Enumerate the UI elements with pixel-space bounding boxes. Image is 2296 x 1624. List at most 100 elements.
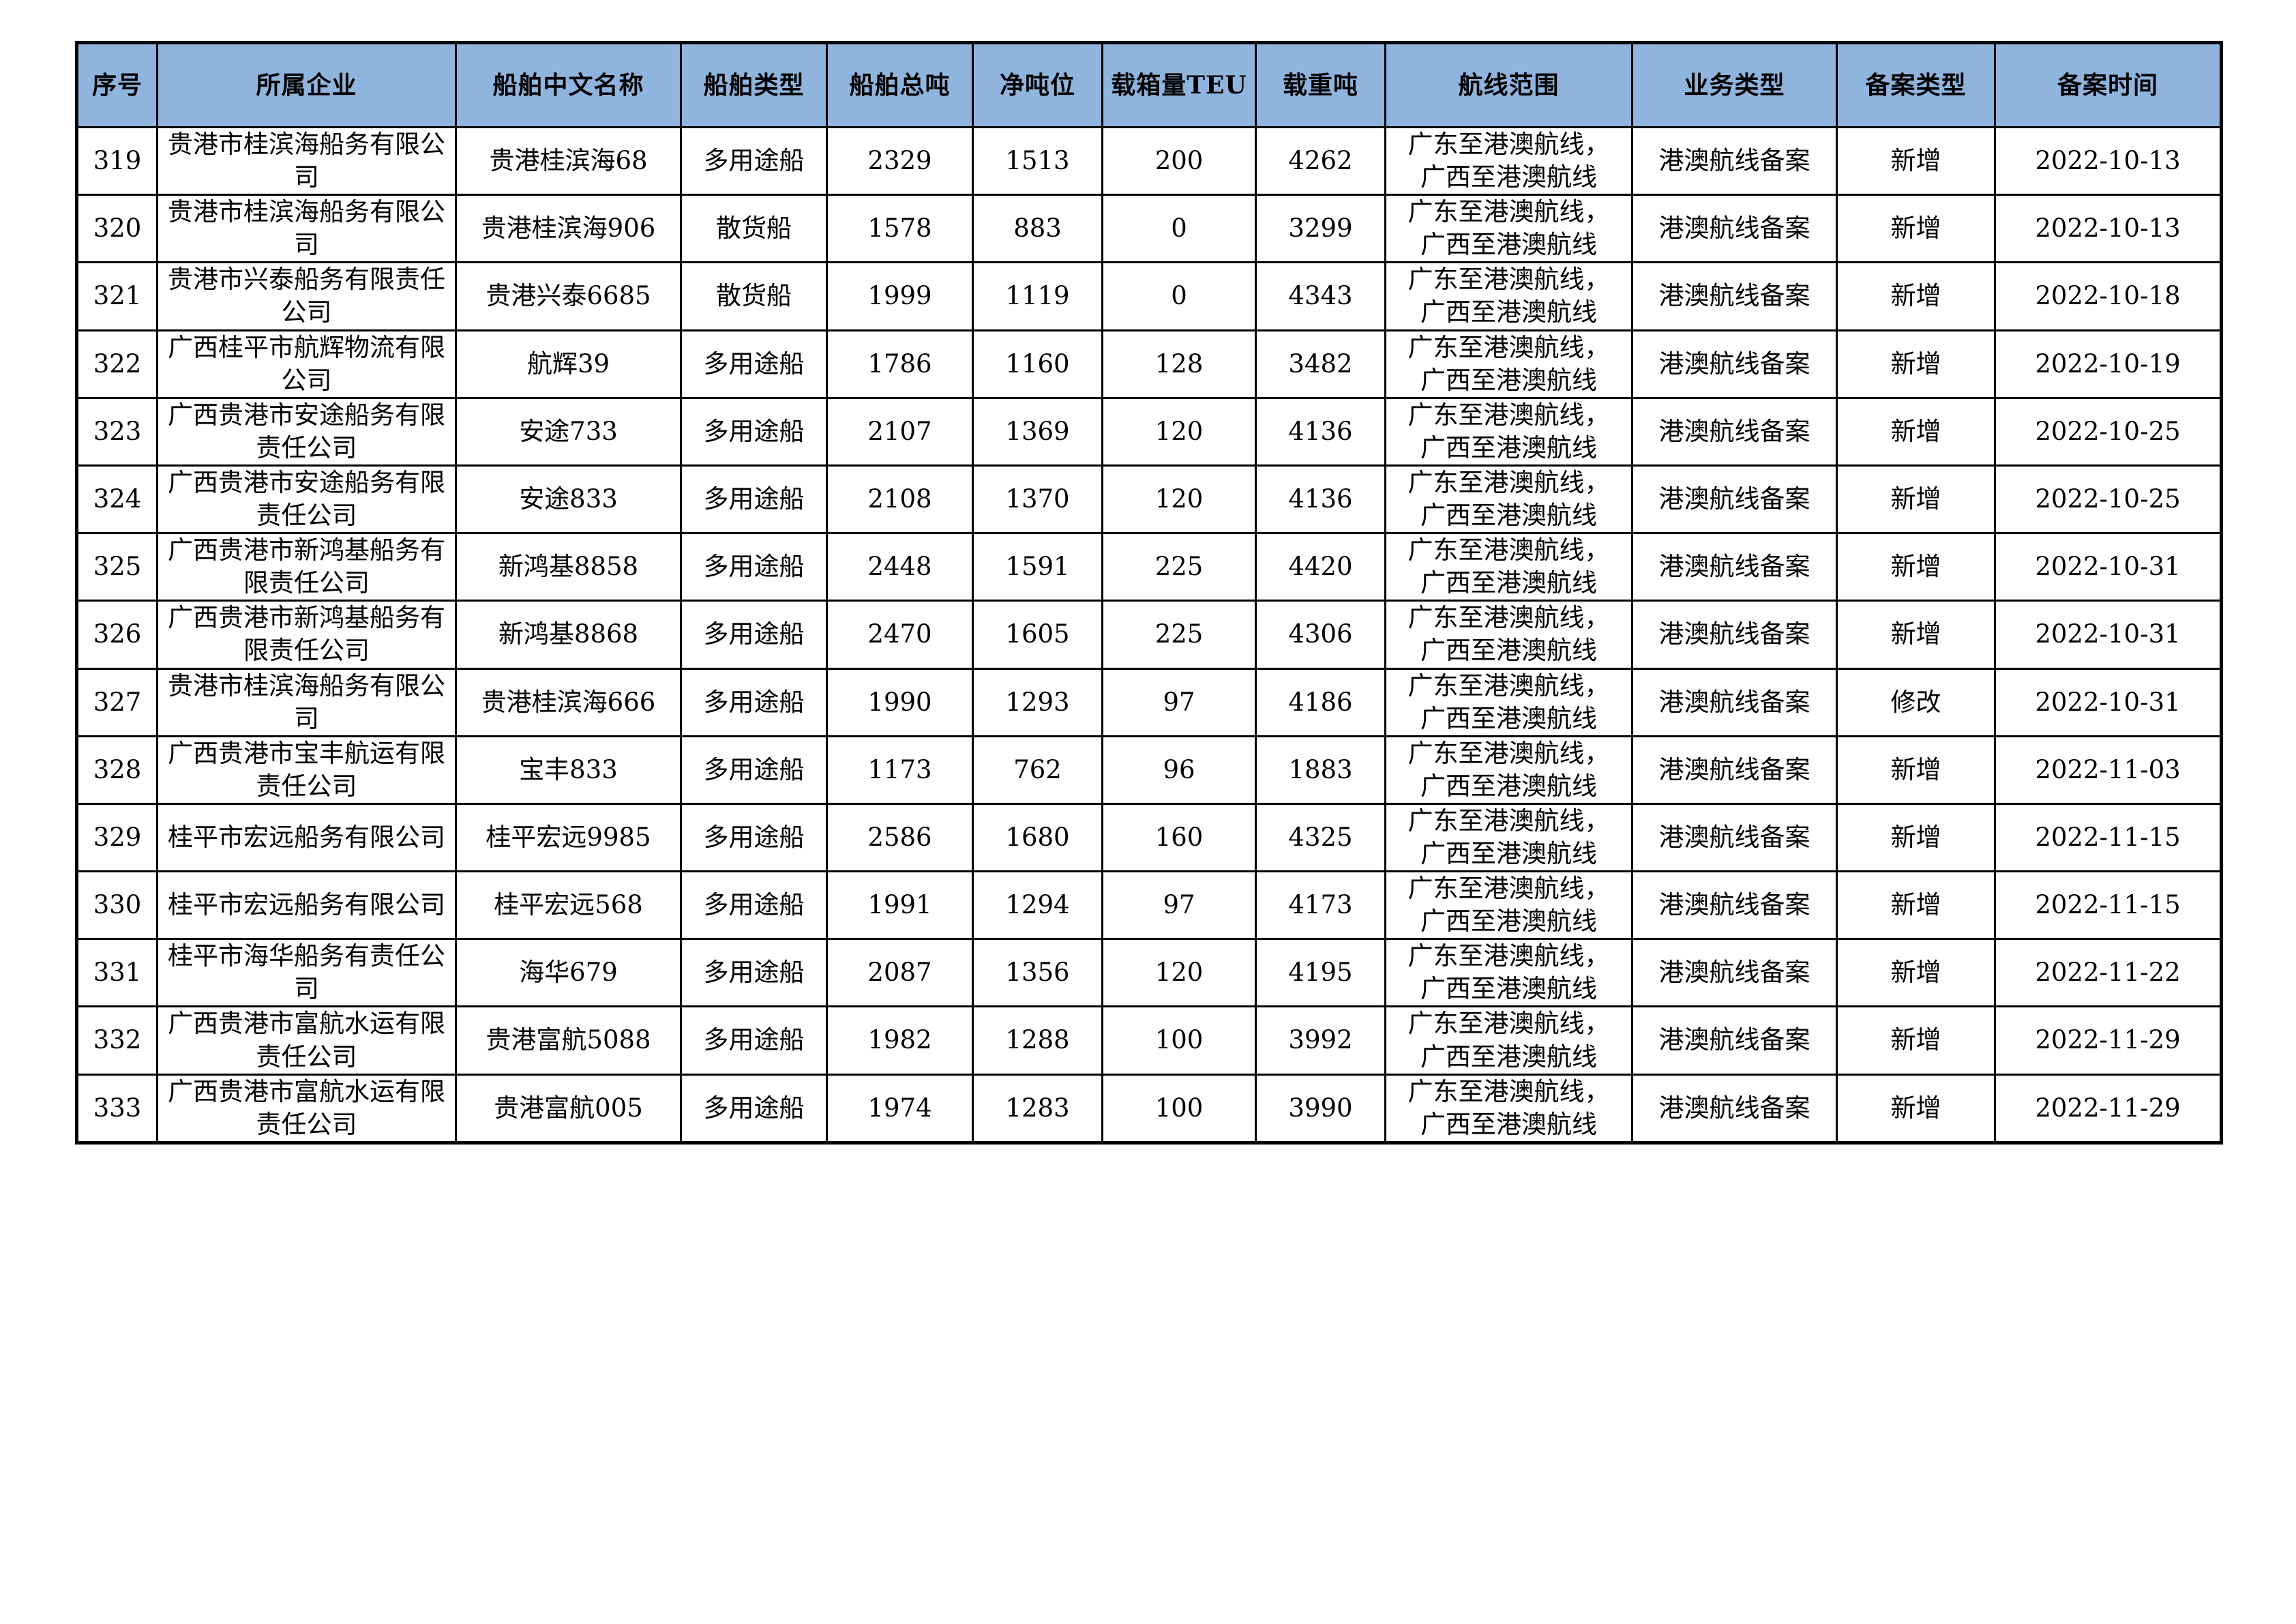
cell-business-type: 港澳航线备案	[1631, 396, 1838, 467]
cell-company: 桂平市宏远船务有限公司	[156, 802, 457, 873]
cell-route-range: 广东至港澳航线， 广西至港澳航线	[1384, 126, 1633, 196]
column-header-company: 所属企业	[156, 42, 457, 128]
cell-record-type: 新增	[1836, 1073, 1996, 1144]
route-line-2: 广西至港澳航线	[1420, 501, 1597, 531]
cell-ship-type: 多用途船	[680, 802, 828, 873]
cell-ship-name: 新鸿基8868	[455, 600, 682, 670]
cell-company: 广西贵港市富航水运有限责任公司	[156, 1073, 457, 1144]
cell-ship-name: 桂平宏远9985	[455, 802, 682, 873]
cell-business-type: 港澳航线备案	[1631, 735, 1838, 805]
table-row: 331 桂平市海华船务有责任公司 海华679 多用途船 2087 1356 120 4195 广…	[76, 938, 2222, 1008]
cell-business-type: 港澳航线备案	[1631, 261, 1838, 331]
cell-record-type: 新增	[1836, 532, 1996, 602]
column-header-record-date: 备案时间	[1994, 42, 2222, 128]
table-row: 323 广西贵港市安途船务有限责任公司 安途733 多用途船 2107 1369 120 41…	[76, 396, 2222, 467]
cell-record-type: 新增	[1836, 261, 1996, 331]
route-line-1: 广东至港澳航线，	[1407, 332, 1610, 362]
cell-index: 328	[76, 735, 158, 805]
cell-route-range: 广东至港澳航线， 广西至港澳航线	[1384, 600, 1633, 670]
cell-business-type: 港澳航线备案	[1631, 938, 1838, 1008]
cell-net-tonnage: 1513	[972, 126, 1103, 196]
cell-route-range: 广东至港澳航线， 广西至港澳航线	[1384, 329, 1633, 399]
route-line-2: 广西至港澳航线	[1420, 906, 1597, 936]
cell-company: 贵港市桂滨海船务有限公司	[156, 126, 457, 196]
cell-deadweight: 4325	[1255, 802, 1386, 873]
table-row: 324 广西贵港市安途船务有限责任公司 安途833 多用途船 2108 1370 120 41…	[76, 464, 2222, 535]
cell-business-type: 港澳航线备案	[1631, 1005, 1838, 1076]
cell-gross-tonnage: 1173	[826, 735, 974, 805]
cell-record-date: 2022-11-03	[1994, 735, 2222, 805]
cell-business-type: 港澳航线备案	[1631, 464, 1838, 535]
cell-ship-type: 多用途船	[680, 667, 828, 737]
cell-business-type: 港澳航线备案	[1631, 532, 1838, 602]
cell-ship-name: 贵港富航005	[455, 1073, 682, 1144]
cell-ship-name: 安途733	[455, 396, 682, 467]
cell-ship-name: 贵港兴泰6685	[455, 261, 682, 331]
cell-gross-tonnage: 2470	[826, 600, 974, 670]
cell-business-type: 港澳航线备案	[1631, 126, 1838, 196]
cell-company: 广西贵港市新鸿基船务有限责任公司	[156, 532, 457, 602]
table-row: 327 贵港市桂滨海船务有限公司 贵港桂滨海666 多用途船 1990 1293 97 418…	[76, 667, 2222, 737]
cell-business-type: 港澳航线备案	[1631, 802, 1838, 873]
column-header-deadweight: 载重吨	[1255, 42, 1386, 128]
cell-gross-tonnage: 2087	[826, 938, 974, 1008]
table-row: 321 贵港市兴泰船务有限责任公司 贵港兴泰6685 散货船 1999 1119 0 4343…	[76, 261, 2222, 331]
cell-business-type: 港澳航线备案	[1631, 667, 1838, 737]
cell-gross-tonnage: 2108	[826, 464, 974, 535]
cell-gross-tonnage: 1578	[826, 194, 974, 264]
cell-gross-tonnage: 1982	[826, 1005, 974, 1076]
cell-index: 319	[76, 126, 158, 196]
cell-net-tonnage: 1369	[972, 396, 1103, 467]
cell-ship-type: 散货船	[680, 261, 828, 331]
cell-teu: 160	[1101, 802, 1257, 873]
cell-record-date: 2022-10-31	[1994, 667, 2222, 737]
cell-net-tonnage: 1356	[972, 938, 1103, 1008]
cell-company: 广西贵港市安途船务有限责任公司	[156, 464, 457, 535]
cell-teu: 120	[1101, 938, 1257, 1008]
cell-record-date: 2022-10-25	[1994, 396, 2222, 467]
cell-teu: 97	[1101, 870, 1257, 941]
cell-teu: 225	[1101, 532, 1257, 602]
route-line-2: 广西至港澳航线	[1420, 568, 1597, 598]
route-line-2: 广西至港澳航线	[1420, 974, 1597, 1004]
column-header-ship-type: 船舶类型	[680, 42, 828, 128]
cell-index: 332	[76, 1005, 158, 1076]
cell-index: 320	[76, 194, 158, 264]
cell-record-type: 新增	[1836, 396, 1996, 467]
route-line-2: 广西至港澳航线	[1420, 771, 1597, 801]
route-line-1: 广东至港澳航线，	[1407, 806, 1610, 836]
column-header-route-range: 航线范围	[1384, 42, 1633, 128]
cell-net-tonnage: 1591	[972, 532, 1103, 602]
cell-teu: 200	[1101, 126, 1257, 196]
cell-deadweight: 3992	[1255, 1005, 1386, 1076]
cell-gross-tonnage: 2329	[826, 126, 974, 196]
cell-ship-type: 多用途船	[680, 735, 828, 805]
cell-route-range: 广东至港澳航线， 广西至港澳航线	[1384, 802, 1633, 873]
cell-deadweight: 4343	[1255, 261, 1386, 331]
cell-record-date: 2022-11-15	[1994, 802, 2222, 873]
cell-net-tonnage: 1605	[972, 600, 1103, 670]
cell-record-date: 2022-10-13	[1994, 126, 2222, 196]
cell-company: 广西贵港市安途船务有限责任公司	[156, 396, 457, 467]
cell-route-range: 广东至港澳航线， 广西至港澳航线	[1384, 1073, 1633, 1144]
cell-index: 330	[76, 870, 158, 941]
cell-company: 广西贵港市宝丰航运有限责任公司	[156, 735, 457, 805]
cell-deadweight: 3990	[1255, 1073, 1386, 1144]
cell-record-date: 2022-11-22	[1994, 938, 2222, 1008]
table-body: 319 贵港市桂滨海船务有限公司 贵港桂滨海68 多用途船 2329 1513 200 426…	[76, 126, 2222, 1144]
table-row: 322 广西桂平市航辉物流有限公司 航辉39 多用途船 1786 1160 128 3482 广…	[76, 329, 2222, 399]
cell-ship-type: 多用途船	[680, 1005, 828, 1076]
cell-index: 325	[76, 532, 158, 602]
cell-teu: 120	[1101, 396, 1257, 467]
table-row: 333 广西贵港市富航水运有限责任公司 贵港富航005 多用途船 1974 1283 100…	[76, 1073, 2222, 1144]
cell-ship-name: 贵港桂滨海68	[455, 126, 682, 196]
cell-deadweight: 3299	[1255, 194, 1386, 264]
cell-deadweight: 1883	[1255, 735, 1386, 805]
route-line-1: 广东至港澳航线，	[1407, 1076, 1610, 1106]
header-row: 序号 所属企业 船舶中文名称 船舶类型 船舶总吨 净吨位 载箱量TEU 载重吨 …	[76, 42, 2222, 128]
cell-teu: 128	[1101, 329, 1257, 399]
column-header-business-type: 业务类型	[1631, 42, 1838, 128]
cell-company: 贵港市桂滨海船务有限公司	[156, 667, 457, 737]
cell-company: 桂平市宏远船务有限公司	[156, 870, 457, 941]
